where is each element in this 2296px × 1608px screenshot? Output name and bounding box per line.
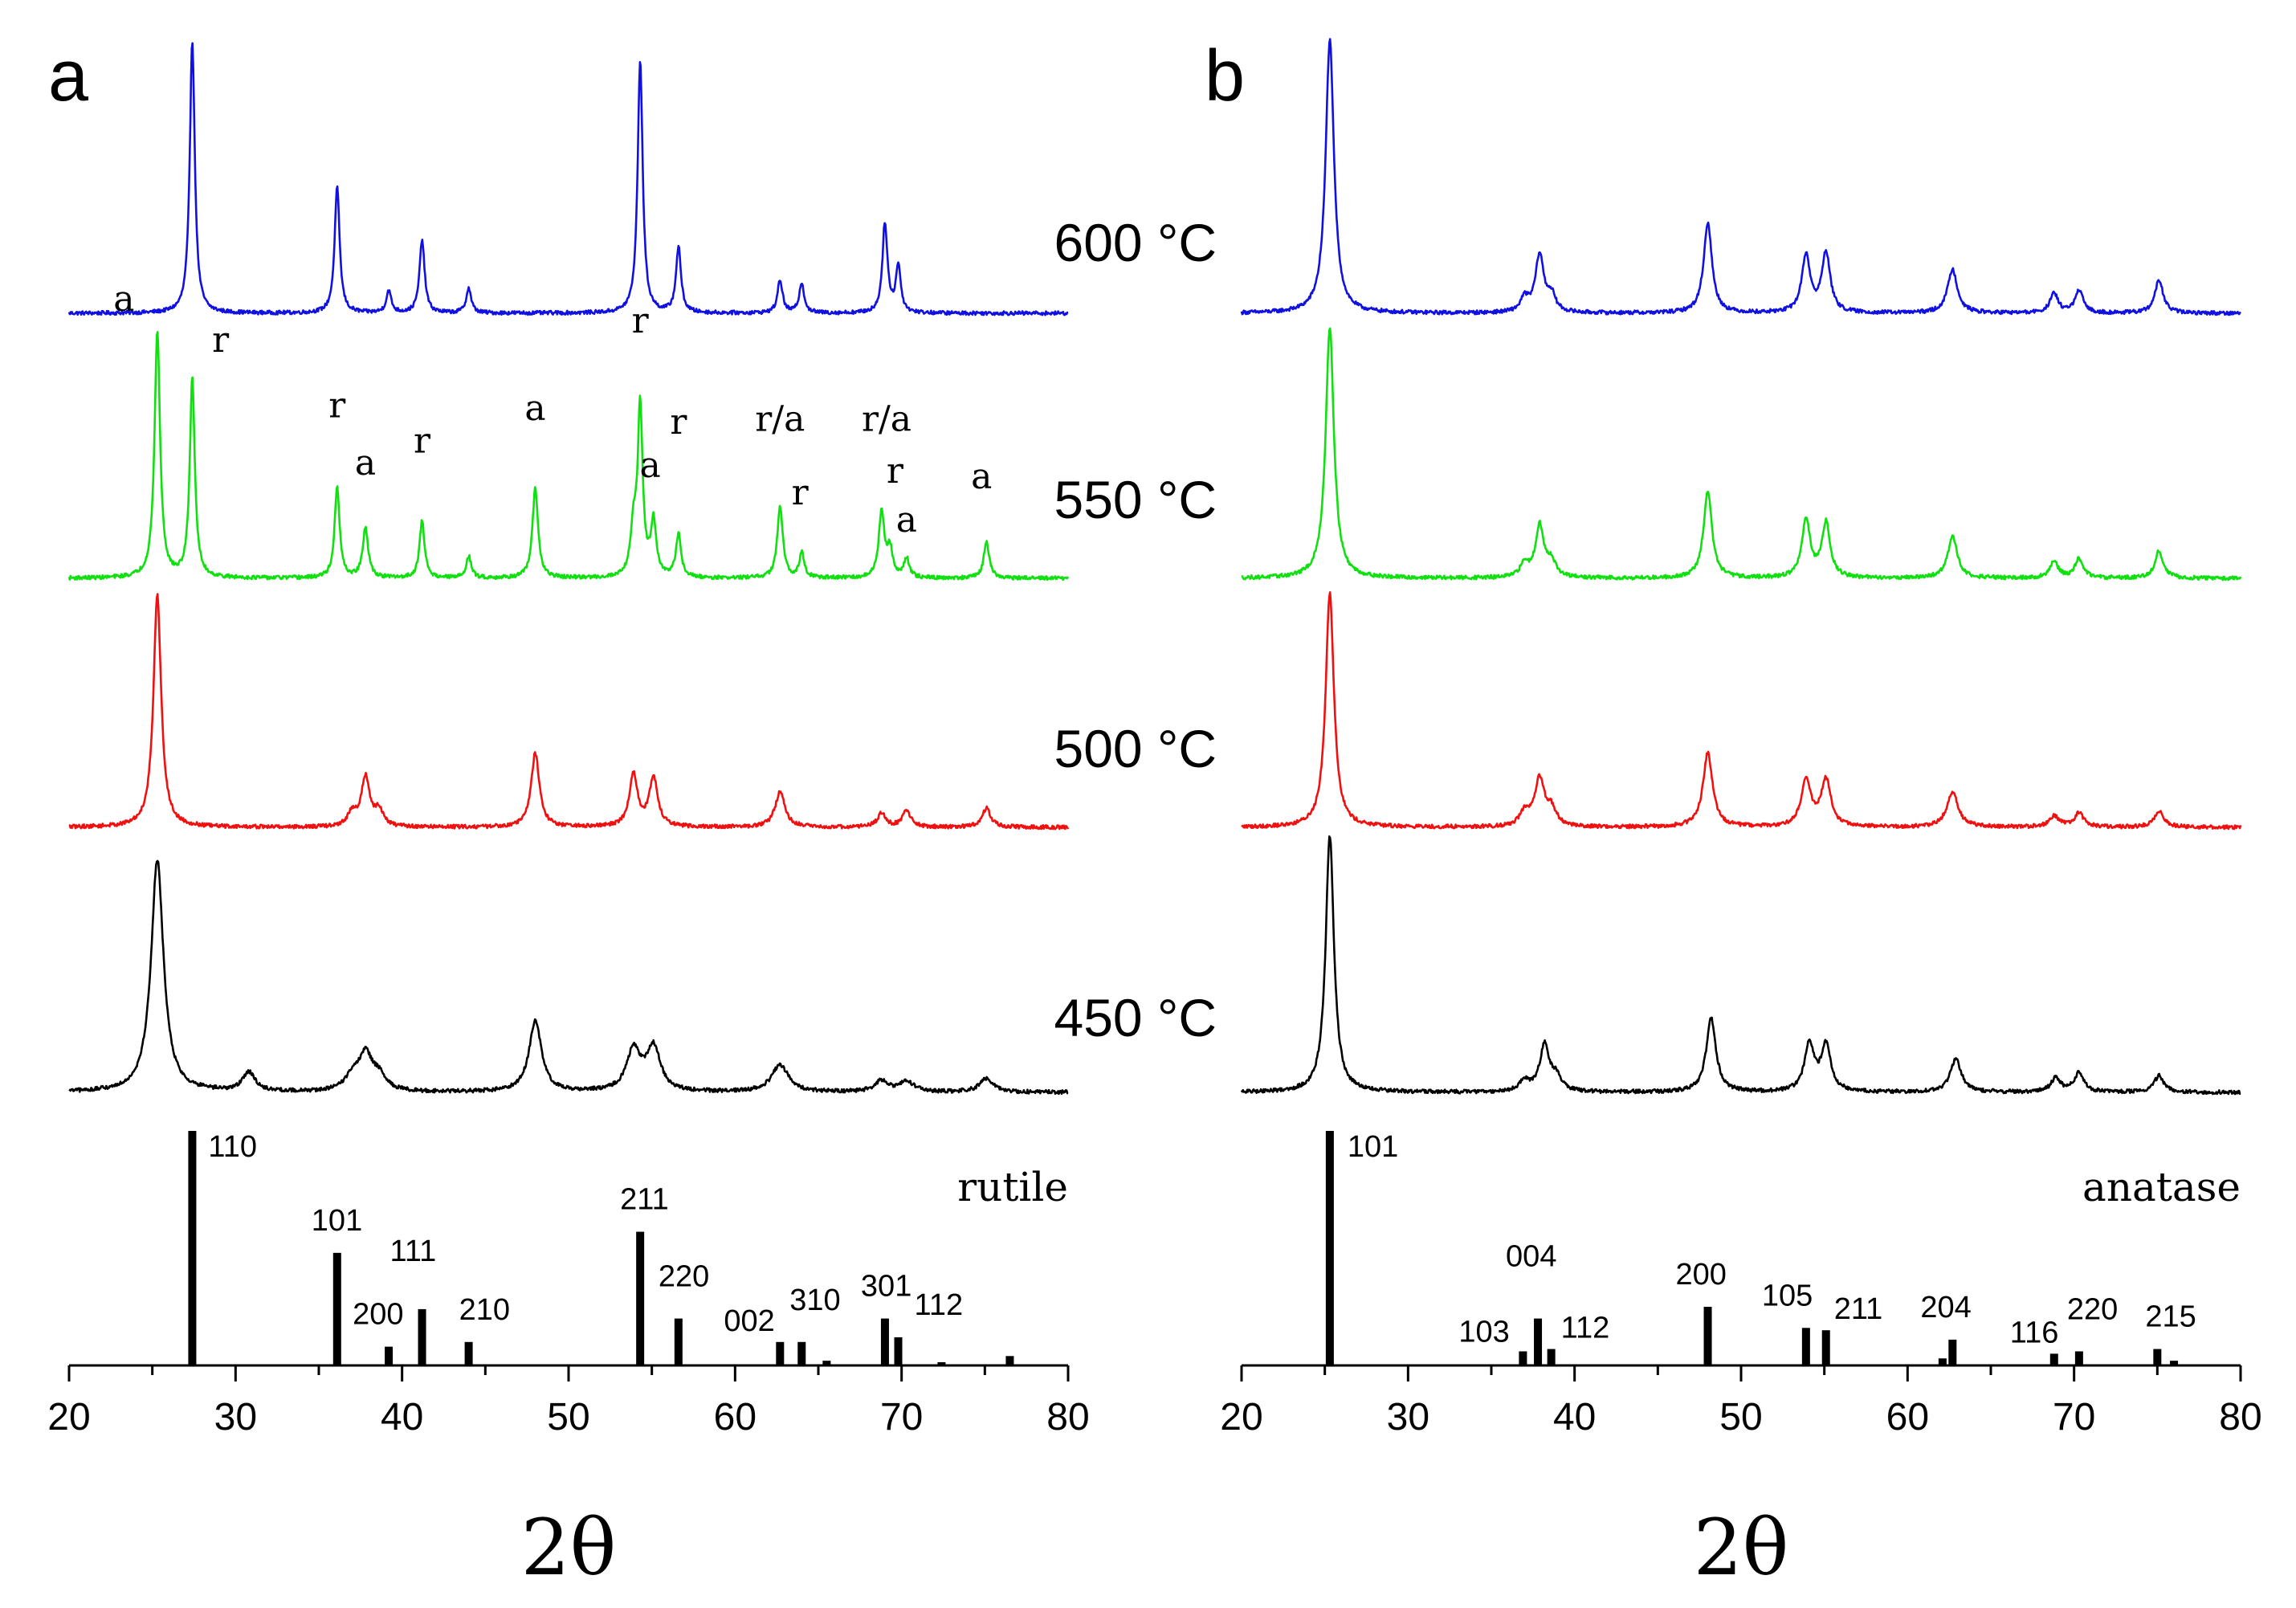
pattern-b-500C — [1241, 591, 2242, 831]
hkl-label: 116 — [2010, 1316, 2059, 1349]
pattern-b-600C — [1240, 38, 2241, 316]
hkl-label: 200 — [353, 1298, 403, 1332]
phase-annotation: r/a — [862, 398, 911, 439]
pattern-a-600C — [67, 42, 1069, 316]
hkl-label: 112 — [915, 1288, 964, 1322]
reference-bar — [894, 1337, 903, 1365]
reference-bar — [464, 1341, 473, 1365]
phase-annotation: r — [670, 402, 687, 443]
phase-annotation: a — [896, 500, 917, 541]
phase-annotation: a — [971, 456, 992, 497]
x-tick-label: 30 — [1387, 1396, 1429, 1439]
reference-bar — [636, 1231, 645, 1365]
pattern-a-450C — [68, 859, 1069, 1096]
phase-annotation: a — [113, 279, 134, 320]
hkl-label: 220 — [659, 1260, 709, 1294]
reference-bar — [797, 1341, 806, 1365]
reference-bar — [1801, 1328, 1810, 1365]
reference-bar — [1703, 1307, 1712, 1365]
reference-bar — [880, 1318, 889, 1365]
hkl-label: 220 — [2067, 1292, 2118, 1326]
reference-bar — [2049, 1353, 2058, 1365]
x-tick-label: 80 — [1046, 1396, 1089, 1439]
hkl-label: 215 — [2145, 1300, 2196, 1334]
temperature-label: 450 °C — [1054, 988, 1217, 1047]
x-tick-label: 70 — [880, 1396, 923, 1439]
hkl-label: 103 — [1458, 1315, 1509, 1349]
hkl-label: 204 — [1920, 1291, 1971, 1324]
reference-bar — [188, 1131, 197, 1365]
x-tick-label: 60 — [1886, 1396, 1929, 1439]
phase-annotation: r — [632, 300, 650, 341]
phase-annotation: r — [792, 472, 810, 513]
panel-letter: b — [1205, 36, 1245, 116]
reference-bar — [2153, 1349, 2162, 1365]
hkl-label: 112 — [1561, 1312, 1610, 1345]
reference-bar — [1325, 1131, 1334, 1365]
reference-bar — [937, 1362, 946, 1365]
reference-bar — [674, 1318, 683, 1365]
phase-annotation: r — [212, 320, 230, 361]
reference-bar — [385, 1346, 394, 1365]
temperature-label: 600 °C — [1054, 213, 1217, 272]
reference-bar — [1519, 1351, 1527, 1365]
pattern-b-550C — [1241, 327, 2242, 582]
pattern-b-450C — [1240, 835, 2241, 1096]
reference-bar — [2170, 1361, 2179, 1365]
x-tick-label: 70 — [2053, 1396, 2095, 1439]
hkl-label: 002 — [724, 1304, 774, 1338]
phase-annotation: a — [355, 443, 376, 484]
reference-bar — [822, 1361, 831, 1365]
phase-annotation: r/a — [755, 398, 805, 439]
reference-bar — [1547, 1349, 1556, 1365]
reference-bar — [2074, 1351, 2083, 1365]
reference-bar — [332, 1252, 341, 1365]
phase-annotation: r — [414, 421, 431, 462]
reference-bar — [1938, 1358, 1947, 1365]
x-axis-title: 2θ — [521, 1503, 617, 1593]
x-axis-title: 2θ — [1694, 1503, 1789, 1593]
hkl-label: 110 — [208, 1130, 257, 1164]
reference-bar — [1948, 1339, 1957, 1365]
hkl-label: 111 — [390, 1235, 437, 1268]
phase-annotation: a — [639, 445, 660, 486]
panel-letter: a — [48, 36, 89, 116]
pattern-a-500C — [68, 593, 1070, 831]
phase-annotation: a — [524, 388, 545, 429]
x-tick-label: 20 — [1220, 1396, 1262, 1439]
hkl-label: 310 — [789, 1284, 840, 1317]
x-tick-label: 40 — [381, 1396, 423, 1439]
temperature-label: 500 °C — [1054, 719, 1217, 778]
x-tick-label: 20 — [47, 1396, 90, 1439]
hkl-label: 211 — [1834, 1292, 1883, 1326]
hkl-label: 105 — [1762, 1279, 1813, 1312]
reference-bar — [1821, 1330, 1830, 1365]
hkl-label: 101 — [1348, 1130, 1398, 1164]
x-tick-label: 50 — [1719, 1396, 1762, 1439]
pattern-a-550C — [67, 331, 1070, 582]
hkl-label: 211 — [620, 1183, 669, 1217]
x-tick-label: 60 — [714, 1396, 756, 1439]
hkl-label: 101 — [312, 1204, 362, 1238]
hkl-label: 200 — [1676, 1258, 1727, 1292]
reference-bar — [776, 1341, 785, 1365]
x-tick-label: 40 — [1553, 1396, 1596, 1439]
reference-phase-label: rutile — [957, 1164, 1068, 1210]
reference-bar — [1534, 1318, 1543, 1365]
reference-bar — [418, 1308, 426, 1365]
phase-annotation: r — [328, 385, 346, 426]
reference-phase-label: anatase — [2082, 1164, 2241, 1210]
hkl-label: 301 — [861, 1270, 911, 1304]
phase-annotation: r — [887, 451, 904, 492]
hkl-label: 210 — [459, 1293, 510, 1327]
hkl-label: 004 — [1506, 1240, 1556, 1274]
reference-bar — [1005, 1356, 1014, 1365]
x-tick-label: 50 — [547, 1396, 589, 1439]
x-tick-label: 30 — [214, 1396, 257, 1439]
x-tick-label: 80 — [2219, 1396, 2261, 1439]
temperature-label: 550 °C — [1054, 470, 1217, 529]
